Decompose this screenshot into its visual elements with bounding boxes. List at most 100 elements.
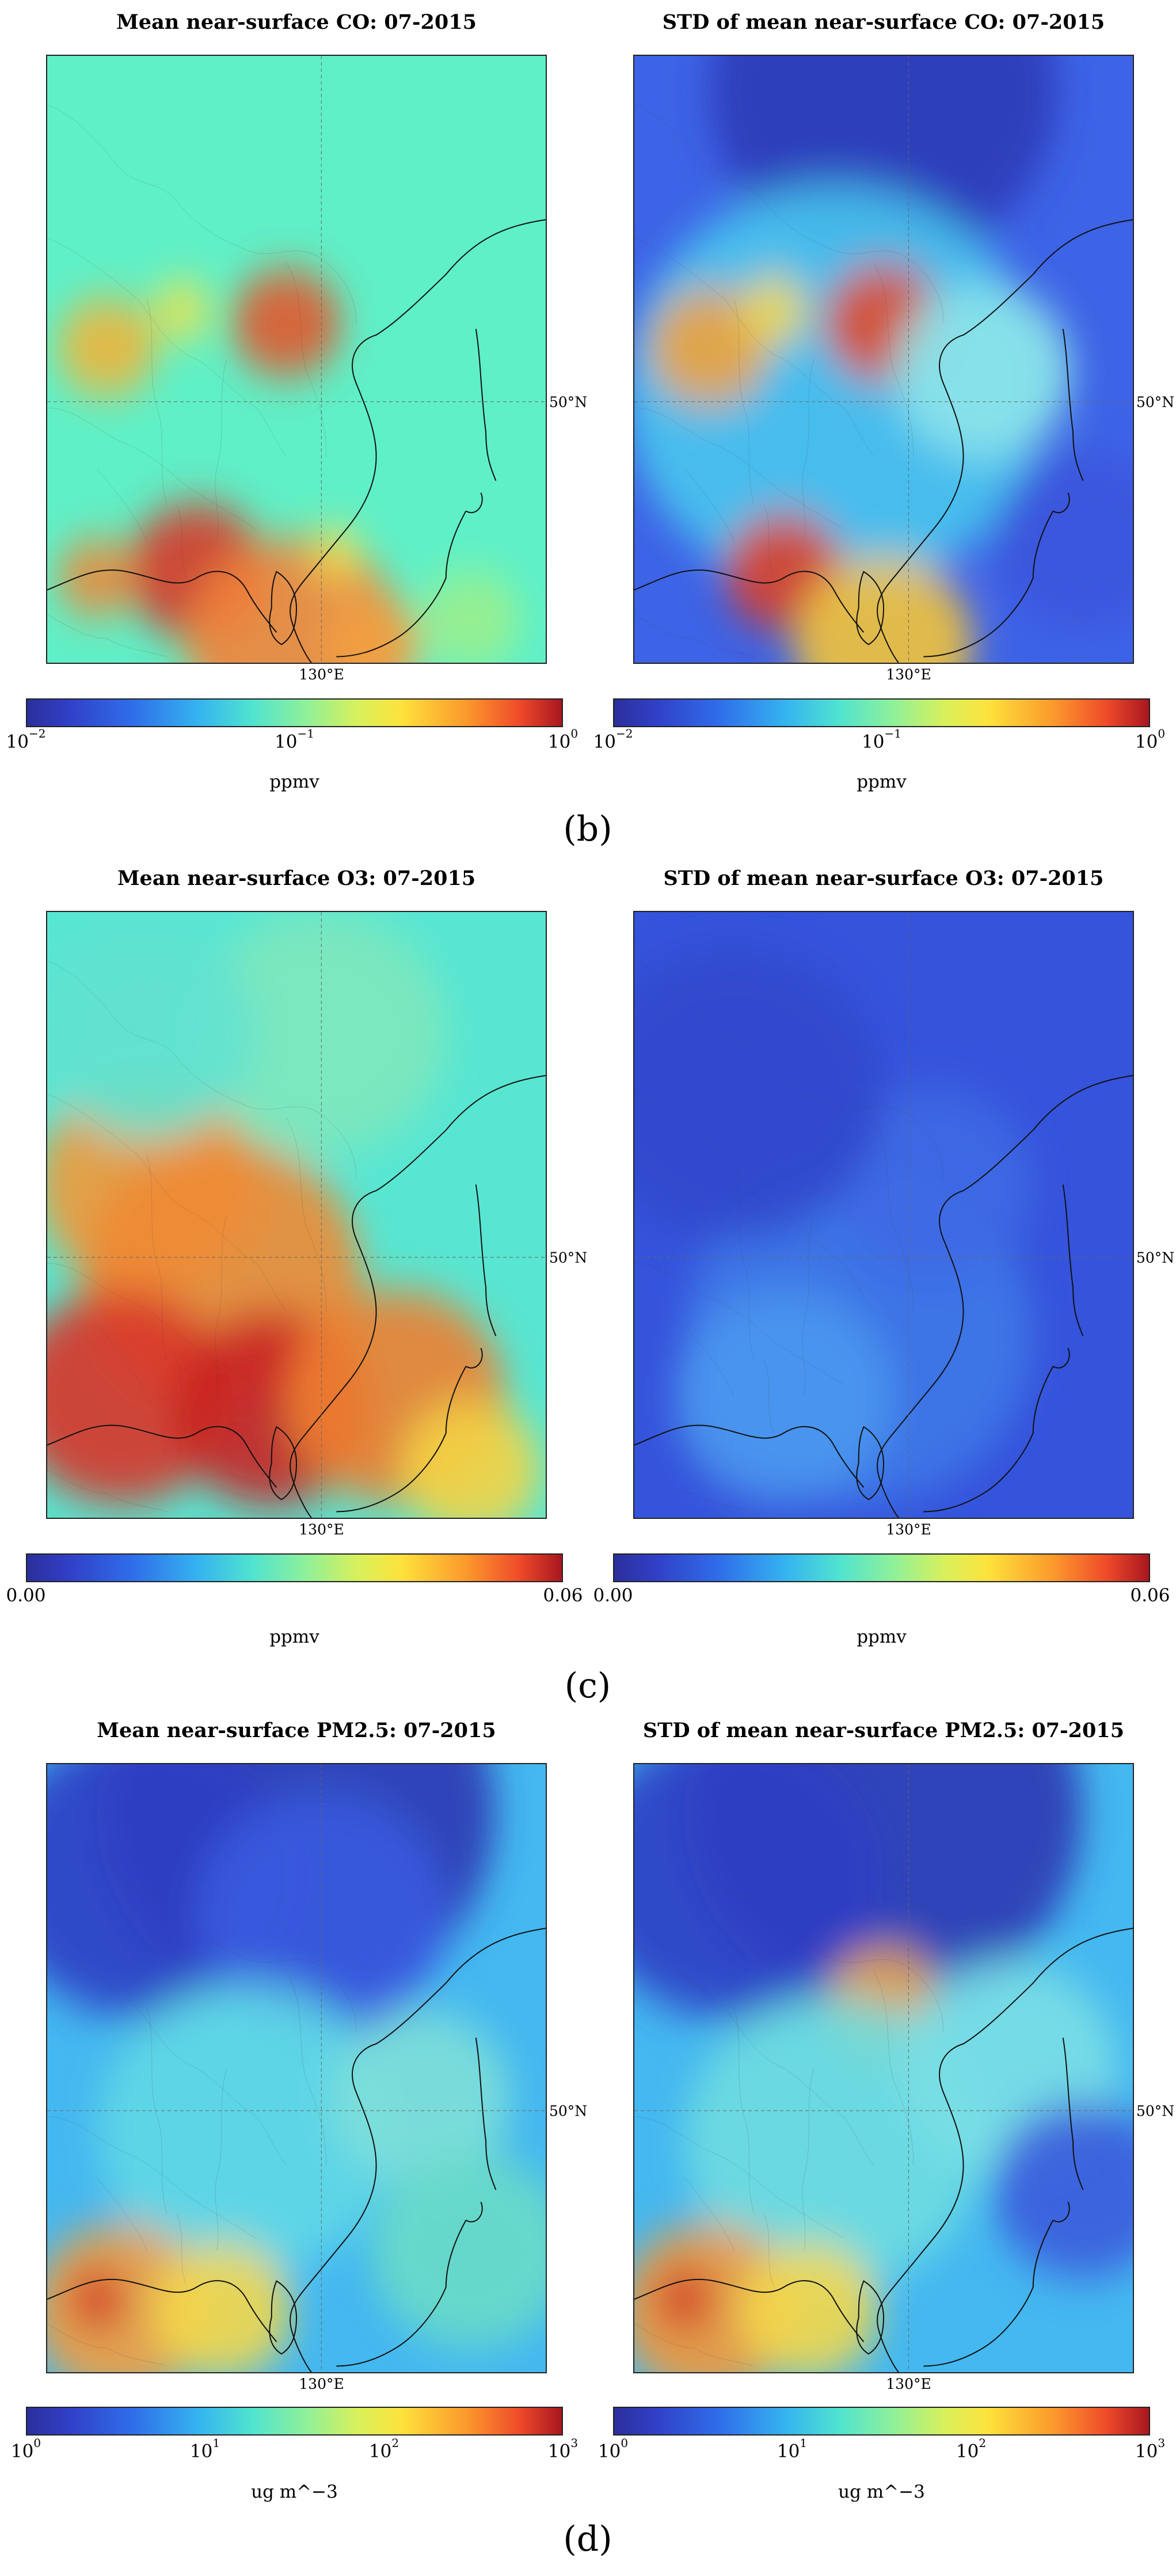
- country-border: [802, 2068, 814, 2251]
- coastline: [634, 570, 863, 632]
- tick-mantissa: 0.00: [593, 1585, 633, 1606]
- map-panel: [633, 55, 1134, 664]
- colorbar-tick-label: 10−2: [6, 727, 46, 752]
- coastline: [47, 570, 276, 632]
- coastline: [290, 1076, 546, 1518]
- latitude-label: 50°N: [549, 2103, 588, 2120]
- country-border: [287, 1971, 326, 2165]
- concentration-field: [634, 1764, 1133, 2372]
- colorbar-unit: ppmv: [269, 772, 319, 792]
- country-border: [802, 359, 814, 541]
- concentration-patch: [231, 269, 341, 377]
- colorbar-tick-label: 0.06: [543, 1585, 583, 1606]
- coastline: [923, 2202, 1069, 2366]
- map-canvas: [634, 56, 1133, 663]
- country-border: [47, 1263, 257, 1384]
- concentration-patch: [634, 948, 884, 1240]
- tick-mantissa: 10: [777, 2441, 800, 2462]
- tick-exponent: −1: [297, 727, 314, 740]
- coastline: [857, 2281, 884, 2354]
- country-border: [215, 2068, 227, 2251]
- concentration-patch: [893, 284, 1074, 459]
- map-canvas: [634, 1764, 1133, 2372]
- coastline: [290, 220, 546, 663]
- country-border: [147, 2007, 167, 2214]
- colorbar-unit: ppmv: [857, 772, 907, 792]
- tick-mantissa: 10: [597, 2441, 621, 2462]
- country-border: [47, 960, 356, 1179]
- tick-exponent: 0: [33, 2436, 41, 2450]
- coastline: [634, 1425, 863, 1487]
- concentration-patch: [739, 2243, 879, 2372]
- coastline: [269, 2281, 296, 2354]
- map-panel: [46, 1763, 547, 2373]
- longitude-label: 130°E: [886, 2376, 931, 2392]
- panel-title: Mean near-surface PM2.5: 07-2015: [97, 1719, 496, 1742]
- colorbar-tick-label: 102: [368, 2436, 399, 2462]
- coastline: [47, 1425, 276, 1487]
- country-border: [47, 1469, 167, 1512]
- tick-mantissa: 10: [547, 731, 571, 753]
- concentration-patch: [47, 926, 257, 1140]
- concentration-patch: [67, 2270, 127, 2328]
- coastline: [634, 2279, 863, 2342]
- map-panel: [633, 1763, 1134, 2373]
- colorbar: [26, 2407, 563, 2436]
- tick-exponent: 2: [979, 2436, 987, 2450]
- coastline: [877, 1076, 1133, 1518]
- subfigure-label: (c): [564, 1666, 611, 1706]
- tick-mantissa: 10: [862, 731, 885, 753]
- coastline: [857, 572, 884, 644]
- colorbar: [613, 2407, 1150, 2436]
- tick-mantissa: 10: [547, 2441, 571, 2462]
- tick-exponent: 1: [212, 2436, 220, 2450]
- country-border: [215, 1215, 227, 1397]
- concentration-patch: [634, 1764, 884, 2020]
- country-border: [215, 359, 227, 541]
- tick-exponent: 0: [621, 2436, 629, 2450]
- concentration-patch: [993, 2102, 1133, 2278]
- country-border: [634, 1263, 844, 1384]
- tick-mantissa: 10: [1135, 2441, 1158, 2462]
- concentration-patch: [993, 454, 1133, 629]
- concentration-patch: [321, 596, 421, 663]
- coastline: [290, 1928, 546, 2372]
- coastline: [877, 1928, 1133, 2372]
- coastline: [1063, 1184, 1083, 1336]
- country-border: [147, 299, 167, 505]
- subfigure-label: (b): [563, 809, 612, 849]
- colorbar-tick-label: 100: [547, 727, 578, 753]
- panel-title: STD of mean near-surface PM2.5: 07-2015: [642, 1719, 1125, 1742]
- concentration-patch: [311, 529, 361, 578]
- latitude-label: 50°N: [549, 394, 588, 411]
- concentration-patch: [654, 2270, 714, 2328]
- colorbar-tick-label: 0.00: [593, 1585, 633, 1606]
- colorbar-tick-label: 100: [1135, 727, 1165, 752]
- map-canvas: [47, 56, 546, 663]
- concentration-patch: [649, 288, 769, 406]
- country-border: [634, 614, 754, 657]
- concentration-patch: [634, 185, 1044, 594]
- colorbar-tick-label: 101: [777, 2436, 807, 2462]
- concentration-field: [634, 56, 1133, 663]
- tick-mantissa: 10: [593, 731, 616, 753]
- panel-title: STD of mean near-surface O3: 07-2015: [663, 867, 1104, 890]
- country-border: [147, 1154, 167, 1361]
- colorbar-unit: ppmv: [857, 1627, 907, 1647]
- panel-title: Mean near-surface CO: 07-2015: [116, 10, 477, 34]
- tick-mantissa: 0.06: [1130, 1585, 1170, 1606]
- country-border: [634, 1094, 874, 1312]
- tick-exponent: 3: [570, 2436, 579, 2450]
- country-border: [634, 408, 844, 529]
- country-border: [47, 238, 287, 456]
- tick-mantissa: 10: [368, 2441, 392, 2462]
- concentration-patch: [401, 1401, 541, 1518]
- coastline: [336, 493, 482, 657]
- coastline: [269, 572, 296, 644]
- colorbar-tick-label: 101: [190, 2436, 220, 2461]
- coastline: [923, 1348, 1069, 1511]
- colorbar-unit: ppmv: [269, 1627, 319, 1647]
- coastline: [269, 1427, 296, 1499]
- coastline: [1063, 329, 1083, 481]
- colorbar: [26, 698, 563, 727]
